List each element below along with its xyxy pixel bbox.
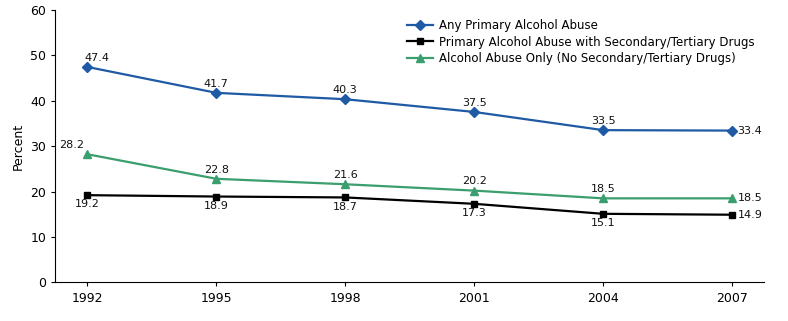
Text: 28.2: 28.2 [60, 140, 84, 150]
Any Primary Alcohol Abuse [470, 110, 479, 114]
Primary Alcohol Abuse with Secondary/Tertiary Drugs [340, 195, 350, 199]
Line: Any Primary Alcohol Abuse: Any Primary Alcohol Abuse [84, 64, 735, 134]
Text: 18.5: 18.5 [591, 184, 615, 194]
Y-axis label: Percent: Percent [12, 123, 24, 169]
Alcohol Abuse Only (No Secondary/Tertiary Drugs) [598, 196, 608, 200]
Any Primary Alcohol Abuse [212, 91, 221, 95]
Legend: Any Primary Alcohol Abuse, Primary Alcohol Abuse with Secondary/Tertiary Drugs, : Any Primary Alcohol Abuse, Primary Alcoh… [404, 15, 759, 69]
Text: 33.4: 33.4 [738, 126, 763, 135]
Text: 40.3: 40.3 [333, 85, 358, 95]
Any Primary Alcohol Abuse [340, 97, 350, 101]
Text: 22.8: 22.8 [204, 165, 229, 175]
Text: 41.7: 41.7 [204, 79, 229, 89]
Text: 18.5: 18.5 [738, 193, 763, 203]
Text: 33.5: 33.5 [591, 116, 615, 126]
Text: 20.2: 20.2 [462, 177, 487, 187]
Primary Alcohol Abuse with Secondary/Tertiary Drugs [212, 195, 221, 198]
Text: 37.5: 37.5 [462, 98, 487, 108]
Alcohol Abuse Only (No Secondary/Tertiary Drugs) [340, 182, 350, 186]
Alcohol Abuse Only (No Secondary/Tertiary Drugs) [470, 189, 479, 193]
Any Primary Alcohol Abuse [83, 65, 92, 69]
Text: 18.9: 18.9 [204, 201, 229, 211]
Text: 19.2: 19.2 [75, 199, 100, 209]
Primary Alcohol Abuse with Secondary/Tertiary Drugs [83, 193, 92, 197]
Line: Primary Alcohol Abuse with Secondary/Tertiary Drugs: Primary Alcohol Abuse with Secondary/Ter… [84, 192, 735, 218]
Alcohol Abuse Only (No Secondary/Tertiary Drugs) [212, 177, 221, 181]
Text: 47.4: 47.4 [84, 53, 110, 63]
Primary Alcohol Abuse with Secondary/Tertiary Drugs [598, 212, 608, 216]
Alcohol Abuse Only (No Secondary/Tertiary Drugs) [727, 196, 737, 200]
Any Primary Alcohol Abuse [727, 129, 737, 133]
Alcohol Abuse Only (No Secondary/Tertiary Drugs) [83, 152, 92, 156]
Text: 17.3: 17.3 [462, 208, 487, 218]
Text: 21.6: 21.6 [333, 170, 358, 180]
Line: Alcohol Abuse Only (No Secondary/Tertiary Drugs): Alcohol Abuse Only (No Secondary/Tertiar… [84, 150, 736, 203]
Text: 15.1: 15.1 [591, 218, 615, 228]
Any Primary Alcohol Abuse [598, 128, 608, 132]
Text: 18.7: 18.7 [333, 202, 358, 212]
Text: 14.9: 14.9 [738, 210, 763, 220]
Primary Alcohol Abuse with Secondary/Tertiary Drugs [470, 202, 479, 206]
Primary Alcohol Abuse with Secondary/Tertiary Drugs [727, 213, 737, 217]
